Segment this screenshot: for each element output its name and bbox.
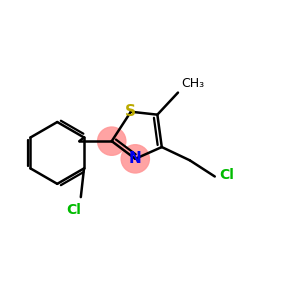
Text: CH₃: CH₃ <box>181 76 204 90</box>
Text: Cl: Cl <box>66 203 81 218</box>
Text: S: S <box>125 104 136 119</box>
Text: Cl: Cl <box>219 168 234 182</box>
Circle shape <box>98 127 126 155</box>
Circle shape <box>121 145 149 173</box>
Text: N: N <box>129 151 142 166</box>
